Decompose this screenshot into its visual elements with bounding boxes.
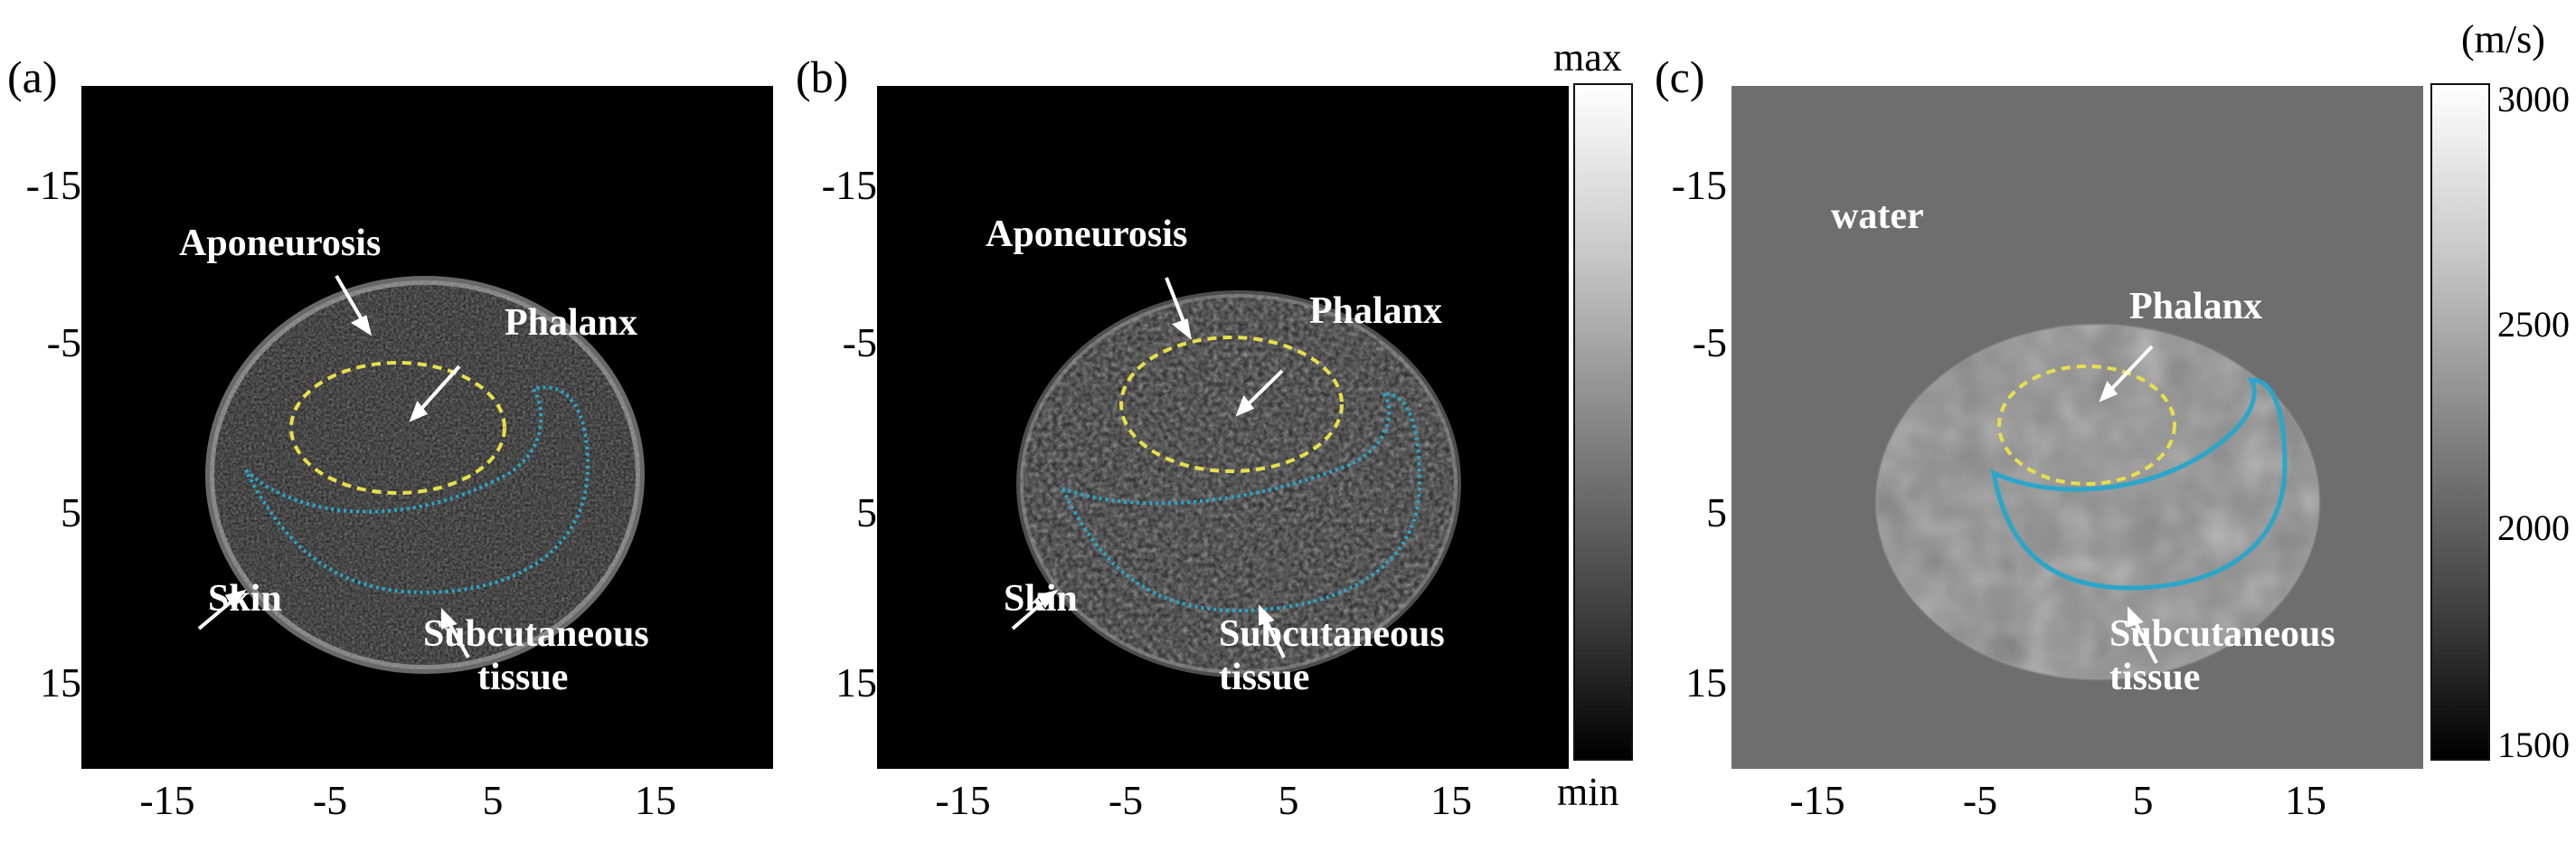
- annotation-line: Subcutaneous: [423, 613, 649, 655]
- colorbar-min-label: min: [1557, 770, 1619, 814]
- colorbar-c: [2430, 83, 2490, 761]
- annotation-phalanx: Phalanx: [2129, 285, 2262, 328]
- annotation-subcutaneous-tissue: Subcutaneous tissue: [2109, 612, 2335, 699]
- annotation-line: Phalanx: [1309, 290, 1443, 332]
- x-tick: -15: [139, 777, 195, 823]
- y-tick: 5: [61, 489, 81, 535]
- panel-label-c: (c): [1655, 52, 1705, 102]
- x-tick: 15: [1430, 777, 1472, 823]
- y-tick: -5: [1692, 319, 1727, 365]
- x-tick: -5: [312, 777, 348, 823]
- annotation-line: Skin: [1004, 578, 1078, 620]
- annotation-line: Phalanx: [2129, 286, 2263, 327]
- annotation-line: tissue: [2109, 657, 2201, 698]
- panel-label-b: (b): [796, 52, 849, 102]
- annotation-aponeurosis: Aponeurosis: [179, 222, 381, 265]
- annotation-line: Phalanx: [505, 302, 638, 344]
- annotation-skin: Skin: [208, 577, 282, 620]
- x-tick: -15: [1789, 777, 1845, 823]
- annotation-line: Aponeurosis: [179, 223, 382, 264]
- annotation-water: water: [1831, 194, 1924, 238]
- colorbar-max-label: max: [1553, 35, 1622, 80]
- image-a: Aponeurosis Phalanx Skin Subcutaneous ti…: [81, 86, 773, 769]
- y-tick: -5: [46, 319, 81, 365]
- annotation-line: Subcutaneous: [1219, 613, 1445, 655]
- y-tick: 15: [40, 659, 81, 706]
- ultrasound-image-b: [877, 86, 1569, 769]
- speed-of-sound-map-c: [1731, 86, 2423, 769]
- annotation-line: Aponeurosis: [986, 213, 1188, 255]
- colorbar-unit-label: (m/s): [2461, 17, 2545, 62]
- y-tick: 5: [1706, 489, 1727, 535]
- x-tick: 5: [1278, 777, 1299, 823]
- colorbar-tick: 1500: [2497, 725, 2570, 765]
- colorbar-tick: 3000: [2497, 79, 2570, 119]
- image-b: Aponeurosis Phalanx Skin Subcutaneous ti…: [877, 86, 1569, 769]
- y-tick: -15: [1671, 162, 1727, 208]
- y-tick: -5: [842, 319, 877, 365]
- x-tick: -15: [935, 777, 991, 823]
- annotation-phalanx: Phalanx: [1309, 289, 1442, 333]
- y-tick: -15: [25, 162, 81, 208]
- x-tick: 15: [635, 777, 676, 823]
- y-tick: 15: [1685, 659, 1727, 706]
- annotation-line: Skin: [208, 578, 282, 620]
- panel-label-a: (a): [7, 52, 58, 102]
- annotation-line: tissue: [1219, 657, 1310, 698]
- y-tick: -15: [821, 162, 877, 208]
- annotation-line: Subcutaneous: [2109, 613, 2335, 655]
- x-tick: 15: [2285, 777, 2326, 823]
- annotation-line: tissue: [477, 657, 569, 698]
- annotation-subcutaneous-tissue: Subcutaneous tissue: [1219, 612, 1445, 699]
- colorbar-tick: 2000: [2497, 507, 2570, 548]
- y-tick: 15: [835, 659, 877, 706]
- x-tick: 5: [482, 777, 504, 823]
- y-tick: 5: [856, 489, 877, 535]
- ultrasound-image-a: [81, 86, 773, 769]
- x-tick: 5: [2132, 777, 2154, 823]
- annotation-skin: Skin: [1004, 577, 1078, 620]
- colorbar-tick: 2500: [2497, 304, 2570, 345]
- x-tick: -5: [1108, 777, 1144, 823]
- annotation-subcutaneous-tissue: Subcutaneous tissue: [423, 612, 649, 699]
- colorbar-b: [1573, 83, 1633, 761]
- image-c: water Phalanx Subcutaneous tissue: [1731, 86, 2423, 769]
- annotation-phalanx: Phalanx: [505, 301, 637, 345]
- x-tick: -5: [1962, 777, 1998, 823]
- annotation-line: water: [1831, 195, 1924, 237]
- annotation-aponeurosis: Aponeurosis: [986, 213, 1187, 256]
